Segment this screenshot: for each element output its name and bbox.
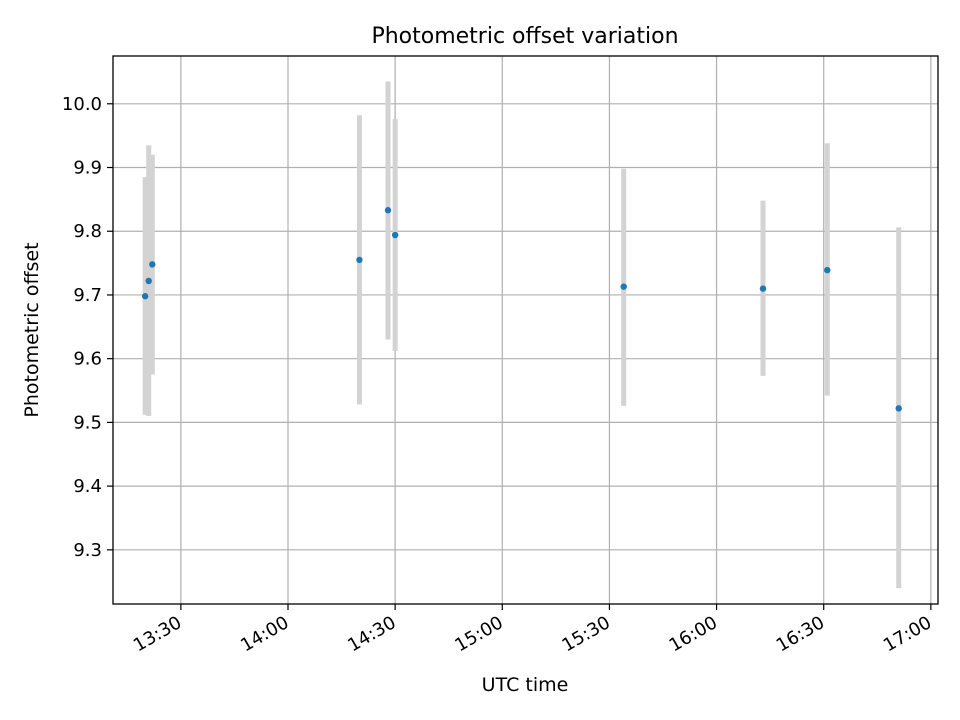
chart-title: Photometric offset variation bbox=[371, 24, 678, 49]
y-tick-label: 10.0 bbox=[62, 94, 102, 115]
y-tick-label: 9.7 bbox=[73, 285, 102, 306]
data-point bbox=[895, 405, 902, 412]
data-point bbox=[391, 231, 399, 239]
data-point bbox=[824, 266, 831, 274]
x-axis-label: UTC time bbox=[482, 674, 569, 696]
y-tick-label: 9.6 bbox=[73, 349, 102, 370]
y-tick-label: 9.4 bbox=[73, 476, 102, 497]
data-points bbox=[141, 207, 902, 412]
data-point bbox=[145, 277, 152, 285]
data-point bbox=[356, 256, 363, 264]
y-axis-label: Photometric offset bbox=[21, 242, 43, 417]
y-tick-label: 9.8 bbox=[73, 221, 102, 242]
y-tick-label: 9.9 bbox=[73, 158, 102, 179]
data-point bbox=[384, 207, 392, 214]
y-tick-label: 9.3 bbox=[73, 540, 102, 561]
data-point bbox=[620, 283, 627, 290]
y-axis-ticks: 9.3 9.4 9.5 9.6 9.7 9.8 9.9 10.0 bbox=[62, 94, 113, 561]
plot-frame bbox=[112, 55, 939, 605]
data-point bbox=[149, 261, 156, 268]
data-point bbox=[759, 285, 767, 292]
data-point bbox=[141, 293, 149, 300]
y-tick-label: 9.5 bbox=[73, 412, 102, 433]
